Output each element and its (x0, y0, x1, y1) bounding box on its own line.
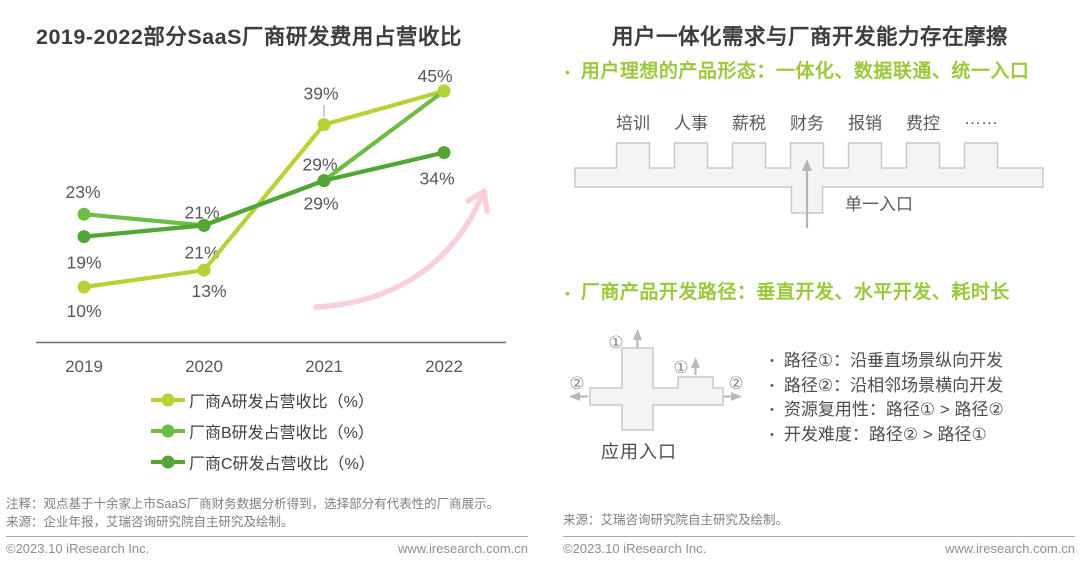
single-entry-label: 单一入口 (845, 195, 913, 214)
data-label: 29% (302, 155, 337, 175)
path-bullet-list: • 路径①：沿垂直场景纵向开发 • 路径②：沿相邻场景横向开发 • 资源复用性：路径① >… (770, 349, 1004, 447)
legend-marker-icon (151, 424, 185, 438)
copyright-text: ©2023.10 iResearch Inc. (563, 541, 707, 556)
section2-heading: • 厂商产品开发路径：垂直开发、水平开发、耗时长 (565, 282, 1010, 303)
left-notes: 注释：观点基于十余家上市SaaS厂商财务数据分析得到，选择部分有代表性的厂商展示… (6, 496, 499, 531)
data-point (77, 207, 91, 221)
legend-marker-icon (151, 393, 185, 407)
data-label: 34% (419, 169, 454, 189)
bullet-dot-icon: • (770, 404, 774, 417)
bullet-dot-icon: • (770, 379, 774, 392)
legend-marker-icon (151, 455, 185, 469)
path-bullet: • 路径①：沿垂直场景纵向开发 (770, 349, 1004, 374)
bullet-text: 开发难度：路径② > 路径① (783, 424, 987, 444)
path2-marker: ② (728, 374, 743, 393)
data-label: 13% (191, 281, 226, 301)
data-point (197, 218, 211, 232)
bullet-text: 路径①：沿垂直场景纵向开发 (783, 351, 1004, 370)
section1-heading: • 用户理想的产品形态：一体化、数据联通、统一入口 (565, 61, 1030, 82)
path1-marker: ① (673, 358, 688, 377)
left-arrowhead-icon (569, 392, 580, 401)
path-bullet: • 路径②：沿相邻场景横向开发 (770, 374, 1004, 399)
right-source: 来源：艾瑞咨询研究院自主研究及绘制。 (563, 513, 789, 527)
right-footer-divider (563, 536, 1075, 537)
suite-shape (574, 142, 1044, 214)
module-label: 报销 (848, 114, 882, 133)
growth-trend-arrowhead (465, 188, 490, 214)
x-axis-label: 2019 (65, 357, 103, 376)
legend-label: 厂商B研发占营收比（%） (189, 425, 374, 442)
data-point (437, 84, 451, 98)
app-entry-label: 应用入口 (601, 442, 677, 462)
legend-label: 厂商C研发占营收比（%） (189, 456, 375, 473)
data-label: 45% (417, 66, 452, 86)
bullet-text: 路径②：沿相邻场景横向开发 (783, 375, 1004, 395)
note-line: 注释：观点基于十余家上市SaaS厂商财务数据分析得到，选择部分有代表性的厂商展示… (6, 497, 500, 511)
x-axis-label: 2020 (185, 357, 223, 376)
data-label: 21% (184, 202, 219, 222)
website-link: www.iresearch.com.cn (397, 541, 528, 556)
bullet-dot-icon: • (770, 355, 774, 367)
copyright-text: ©2023.10 iResearch Inc. (6, 541, 150, 556)
data-point (77, 230, 91, 244)
data-point (317, 118, 331, 132)
source-line: 来源：企业年报，艾瑞咨询研究院自主研究及绘制。 (6, 514, 294, 529)
green-bullet-icon: • (565, 64, 570, 80)
data-point (437, 146, 451, 160)
x-axis-label: 2021 (305, 357, 343, 376)
dev-path-diagram: ① ① ② ② (569, 329, 744, 431)
green-bullet-icon: • (565, 285, 570, 301)
path1-marker: ① (608, 333, 623, 352)
module-label: 培训 (616, 114, 650, 133)
series-line (81, 150, 447, 239)
left-chart-title: 2019-2022部分SaaS厂商研发费用占营收比 (36, 25, 462, 49)
module-label: …… (964, 109, 998, 128)
app-block-shape (589, 347, 724, 431)
path-bullet: • 开发难度：路径② > 路径① (770, 423, 1004, 448)
legend-item: 厂商C研发占营收比（%） (150, 451, 375, 473)
data-label: 21% (184, 242, 219, 262)
up-arrowhead-icon (633, 329, 642, 340)
bullet-dot-icon: • (770, 428, 774, 441)
left-footer-divider (6, 536, 528, 537)
data-label: 19% (66, 253, 101, 273)
data-label: 39% (303, 84, 338, 104)
right-footer: ©2023.10 iResearch Inc. www.iresearch.co… (563, 541, 1075, 556)
series-line (81, 88, 447, 290)
path2-marker: ② (569, 374, 584, 393)
website-link: www.iresearch.com.cn (944, 541, 1075, 556)
integrated-suite-diagram (574, 142, 1044, 228)
entry-arrowhead-icon (802, 159, 812, 171)
right-title: 用户一体化需求与厂商开发能力存在摩擦 (611, 25, 1008, 49)
module-labels: 培训 人事 薪税 财务 报销 费控 …… (570, 109, 1050, 133)
module-label: 财务 (790, 114, 824, 133)
legend-label: 厂商A研发占营收比（%） (189, 394, 374, 411)
growth-trend-arrow (313, 190, 486, 310)
data-label: 23% (65, 182, 100, 202)
x-axis-label: 2022 (425, 357, 463, 376)
bullet-text: 资源复用性：路径① > 路径② (783, 400, 1004, 420)
legend-item: 厂商B研发占营收比（%） (150, 420, 375, 442)
data-point (197, 263, 211, 277)
up-arrowhead-icon (691, 357, 700, 368)
module-label: 人事 (674, 114, 708, 133)
line-chart: 10% 13% 39% 45% 23% 21% 29% 19% 21% 29% 34% 2019 202… (36, 66, 506, 376)
path-bullet: • 资源复用性：路径① > 路径② (770, 398, 1004, 423)
chart-legend: 厂商A研发占营收比（%） 厂商B研发占营收比（%） 厂商C研发占营收比（%） (150, 389, 375, 473)
module-label: 薪税 (732, 114, 766, 133)
module-label: 费控 (906, 114, 940, 133)
right-arrowhead-icon (731, 392, 742, 401)
data-point (317, 174, 331, 188)
left-footer: ©2023.10 iResearch Inc. www.iresearch.co… (6, 541, 528, 556)
data-label: 29% (303, 194, 338, 214)
legend-item: 厂商A研发占营收比（%） (150, 389, 375, 411)
data-label: 10% (66, 301, 101, 321)
data-point (77, 280, 91, 294)
